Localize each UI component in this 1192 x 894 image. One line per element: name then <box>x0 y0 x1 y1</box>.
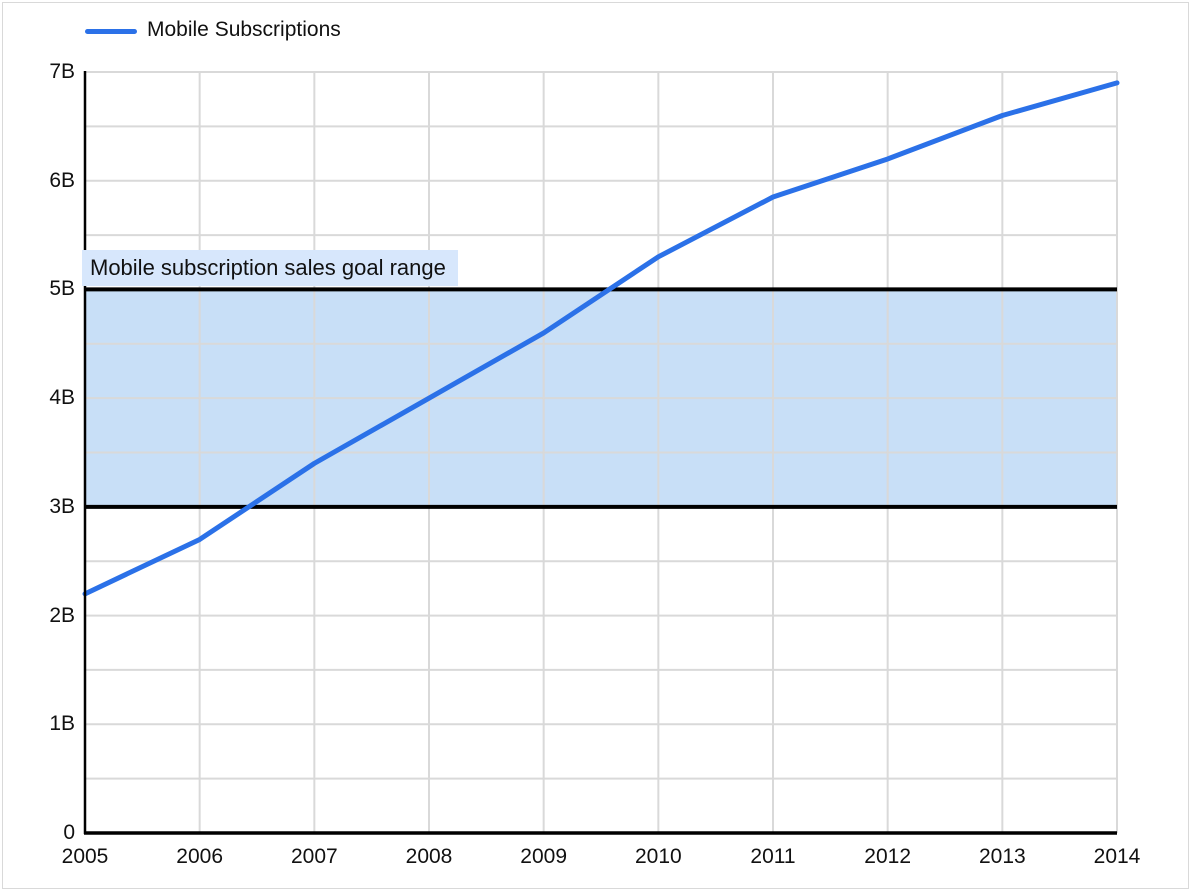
x-axis-tick-label: 2007 <box>290 845 338 868</box>
legend-line-swatch <box>85 29 137 34</box>
series-mobile-subscriptions <box>82 80 1120 597</box>
y-axis-tick-label: 0 <box>63 821 75 844</box>
y-axis-tick-label: 1B <box>49 712 75 736</box>
y-axis-tick-label: 7B <box>49 60 75 83</box>
x-axis-tick-label: 2005 <box>61 845 109 868</box>
legend-label: Mobile Subscriptions <box>147 18 341 41</box>
x-axis-tick-label: 2006 <box>176 845 224 868</box>
y-axis-tick-label: 4B <box>49 386 75 410</box>
y-axis-tick-label: 6B <box>49 168 75 192</box>
y-axis-tick-label: 2B <box>49 603 75 627</box>
x-axis-tick-label: 2012 <box>864 845 912 868</box>
x-axis-tick-label: 2013 <box>978 845 1026 868</box>
x-axis-tick-label: 2010 <box>634 845 682 868</box>
x-axis-tick-label: 2009 <box>520 845 568 868</box>
x-axis-tick-label: 2011 <box>750 845 796 868</box>
y-axis-tick-label: 3B <box>49 494 75 518</box>
y-axis-tick-label: 5B <box>49 277 75 301</box>
band-label: Mobile subscription sales goal range <box>82 250 458 286</box>
x-axis-tick-label: 2014 <box>1093 845 1141 868</box>
x-axis-tick-label: 2008 <box>405 845 453 868</box>
